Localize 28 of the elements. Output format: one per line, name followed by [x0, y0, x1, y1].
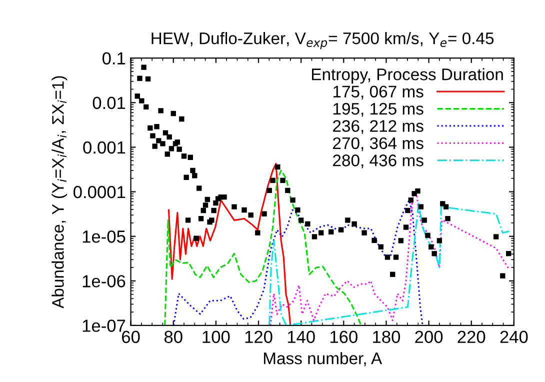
- chart-title: HEW, Duflo-Zuker, V$_{exp}$= 7500 km/s, Y$_{e}$= 0.45: [152, 32, 494, 50]
- x-tick-label: 100: [202, 330, 230, 344]
- y-tick-label: 1e-06: [82, 275, 126, 288]
- x-tick-label: 120: [245, 330, 272, 344]
- x-tick-label: 60: [122, 330, 140, 344]
- x-tick-label: 220: [458, 330, 486, 344]
- y-tick-label: 0.01: [92, 96, 126, 110]
- x-tick-label: 180: [373, 330, 400, 344]
- text: Abundance, Y (Y$_{i}$=X$_{i}$/A$_{i}$, ΣX$_{i}$=1): [52, 76, 68, 308]
- y-tick-label: 0.1: [102, 52, 126, 65]
- line-series: [168, 162, 292, 326]
- x-tick-label: 240: [500, 330, 528, 344]
- x-axis-title: Mass number, A: [264, 352, 382, 366]
- y-tick-label: 0.0001: [74, 186, 126, 198]
- legend-label: 280, 436 ms: [333, 154, 424, 168]
- legend-title: Entropy, Process Duration: [312, 68, 503, 84]
- y-tick-label: 1e-07: [82, 320, 126, 332]
- y-tick-label: 0.001: [83, 141, 126, 154]
- x-tick-label: 200: [415, 330, 443, 344]
- x-tick-label: 160: [330, 330, 358, 344]
- legend-label: 236, 212 ms: [333, 120, 424, 134]
- legend-label: 270, 364 ms: [333, 137, 424, 152]
- legend-label: 175, 067 ms: [333, 86, 424, 100]
- y-tick-label: 1e-05: [82, 230, 126, 243]
- legend-label: 195, 125 ms: [333, 102, 424, 117]
- line-series: [172, 199, 424, 326]
- x-tick-label: 80: [164, 330, 182, 344]
- x-tick-label: 140: [288, 330, 315, 344]
